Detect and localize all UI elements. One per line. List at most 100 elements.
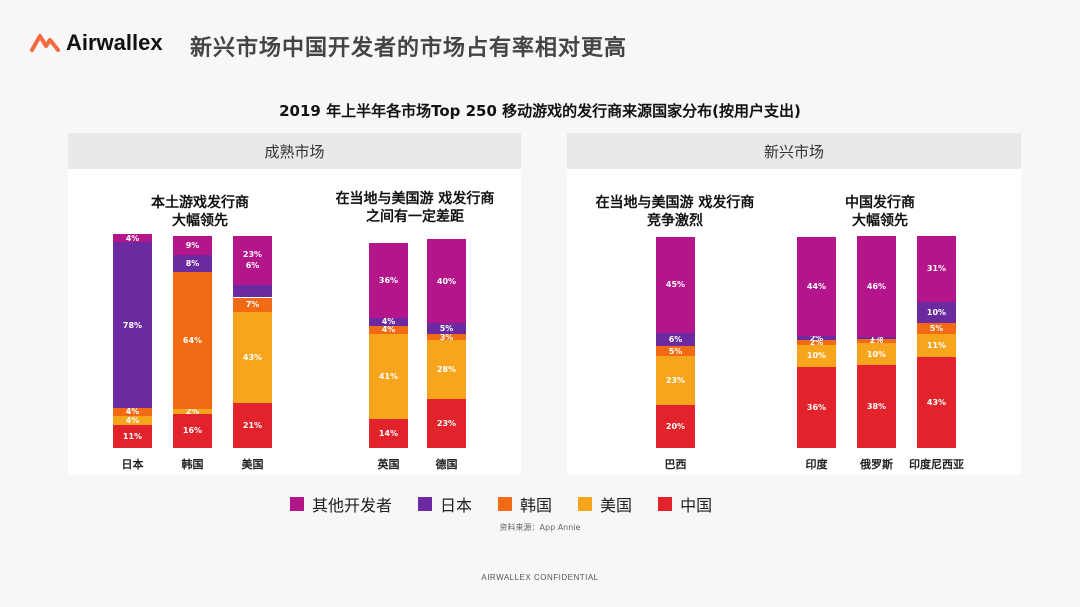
bar-segment-usa: 43% xyxy=(233,312,272,404)
bar-7: 38% 10% 2% 1% 46% xyxy=(857,236,896,448)
bar-segment-other: 40% xyxy=(427,239,466,324)
group-title-local-lead: 本土游戏发行商 大幅领先 xyxy=(120,194,280,230)
bar-segment-other: 31% xyxy=(917,236,956,302)
bar-segment-japan: 2% xyxy=(797,334,836,343)
category-label: 俄罗斯 xyxy=(860,458,893,471)
bar-segment-usa: 10% xyxy=(857,343,896,365)
legend-label: 中国 xyxy=(680,496,713,515)
legend-label: 美国 xyxy=(600,496,633,515)
group-title-line: 本土游戏发行商 xyxy=(151,195,249,211)
bar-segment-japan: 1% xyxy=(857,333,896,342)
page-title: 新兴市场中国开发者的市场占有率相对更高 xyxy=(190,36,628,61)
category-label: 印度 xyxy=(805,458,828,471)
bar-segment-japan xyxy=(233,284,272,298)
legend-label: 日本 xyxy=(440,496,473,515)
legend-swatch xyxy=(290,497,304,511)
group-title-line: 竞争激烈 xyxy=(647,213,703,229)
bar-2: 21% 43% 7% 23% 6% xyxy=(233,236,272,448)
group-title-line: 在当地与美国游 戏发行商 xyxy=(335,191,495,207)
category-label: 韩国 xyxy=(181,458,204,471)
bar-segment-japan: 6% xyxy=(656,332,695,346)
bar-segment-japan: 78% xyxy=(113,242,152,408)
bar-segment-korea: 2% xyxy=(797,338,836,347)
legend-swatch xyxy=(658,497,673,511)
legend-swatch xyxy=(418,497,433,511)
bar-4: 23% 28% 3% 5% 40% xyxy=(427,239,466,448)
logo-text: Airwallex xyxy=(66,30,163,55)
category-label: 日本 xyxy=(121,458,144,471)
category-label: 巴西 xyxy=(664,458,687,471)
category-label: 英国 xyxy=(377,458,400,471)
panel-header-emerging: 新兴市场 xyxy=(567,133,1021,169)
chart-title: 2019 年上半年各市场Top 250 移动游戏的发行商来源国家分布(按用户支出… xyxy=(279,102,801,120)
bar-segment-china: 16% xyxy=(173,413,212,448)
bar-segment-china: 14% xyxy=(369,419,408,448)
category-label: 美国 xyxy=(241,458,264,471)
bar-segment-usa: 28% xyxy=(427,340,466,400)
group-title-line: 中国发行商 xyxy=(845,195,915,211)
legend-swatch xyxy=(578,497,593,511)
group-title-competition: 在当地与美国游 戏发行商 竞争激烈 xyxy=(570,194,780,230)
bar-segment-japan: 5% xyxy=(427,323,466,334)
airwallex-logo-icon xyxy=(30,34,60,52)
bar-6: 36% 10% 2% 2% 44% xyxy=(797,237,836,448)
bar-segment-china: 23% xyxy=(427,399,466,448)
bar-segment-china: 36% xyxy=(797,367,836,448)
bar-segment-korea: 2% xyxy=(857,336,896,345)
legend-item-usa: 美国 xyxy=(578,492,632,516)
bar-segment-other: 44% xyxy=(797,237,836,336)
airwallex-logo: Airwallex xyxy=(30,30,163,56)
bar-segment-usa: 10% xyxy=(797,344,836,368)
bar-segment-other: 4% xyxy=(113,234,152,243)
group-title-line: 大幅领先 xyxy=(172,213,228,229)
group-title-line: 在当地与美国游 戏发行商 xyxy=(595,195,755,211)
bar-segment-usa: 23% xyxy=(656,356,695,406)
legend-item-korea: 韩国 xyxy=(498,492,552,516)
bar-segment-other: 45% xyxy=(656,237,695,333)
bar-segment-other: 9% xyxy=(173,236,212,256)
bar-segment-other: 36% xyxy=(369,243,408,318)
bar-segment-usa: 4% xyxy=(113,416,152,425)
bar-1: 16% 2% 64% 8% 9% xyxy=(173,236,212,448)
bar-3: 14% 41% 4% 4% 36% xyxy=(369,243,408,448)
bar-segment-japan: 10% xyxy=(917,301,956,323)
bar-segment-china: 11% xyxy=(113,424,152,448)
bar-segment-other: 46% xyxy=(857,236,896,337)
legend-label: 其他开发者 xyxy=(312,496,393,515)
bar-8: 43% 11% 5% 10% 31% xyxy=(917,236,956,448)
legend-label: 韩国 xyxy=(520,496,553,515)
bar-segment-korea: 7% xyxy=(233,297,272,313)
category-label: 印度尼西亚 xyxy=(909,458,964,471)
group-title-line: 大幅领先 xyxy=(852,213,908,229)
bar-segment-korea: 4% xyxy=(113,407,152,416)
bar-5: 20% 23% 5% 6% 45% xyxy=(656,237,695,448)
bar-segment-korea: 4% xyxy=(369,325,408,334)
panel-header-mature: 成熟市场 xyxy=(68,133,521,169)
bar-segment-korea: 3% xyxy=(427,333,466,342)
group-title-china-lead: 中国发行商 大幅领先 xyxy=(800,194,960,230)
bar-segment-korea: 64% xyxy=(173,272,212,410)
bar-segment-korea: 5% xyxy=(656,345,695,357)
bar-segment-usa: 2% xyxy=(173,407,212,416)
bar-segment-china: 21% xyxy=(233,403,272,448)
bar-segment-japan: 8% xyxy=(173,255,212,273)
bar-segment-usa: 11% xyxy=(917,333,956,357)
legend-item-other: 其他开发者 xyxy=(290,492,392,516)
bar-0: 11% 4% 4% 78% 4% xyxy=(113,234,152,448)
confidential-footer: AIRWALLEX CONFIDENTIAL xyxy=(481,573,599,582)
bar-segment-china: 20% xyxy=(656,405,695,448)
bar-segment-korea: 5% xyxy=(917,322,956,334)
source-note: 资料来源：App Annie xyxy=(499,523,581,532)
legend: 其他开发者 日本 韩国 美国 中国 xyxy=(290,492,712,516)
bar-segment-other: 23% 6% xyxy=(233,236,272,285)
group-title-line: 之间有一定差距 xyxy=(366,209,464,225)
bar-segment-china: 43% xyxy=(917,356,956,448)
bar-segment-usa: 41% xyxy=(369,334,408,420)
bar-segment-japan: 4% xyxy=(369,317,408,326)
legend-swatch xyxy=(498,497,513,511)
legend-item-china: 中国 xyxy=(658,492,712,516)
group-title-gap-with-us: 在当地与美国游 戏发行商 之间有一定差距 xyxy=(310,190,520,226)
bar-segment-china: 38% xyxy=(857,364,896,448)
legend-item-japan: 日本 xyxy=(418,492,472,516)
category-label: 德国 xyxy=(435,458,458,471)
